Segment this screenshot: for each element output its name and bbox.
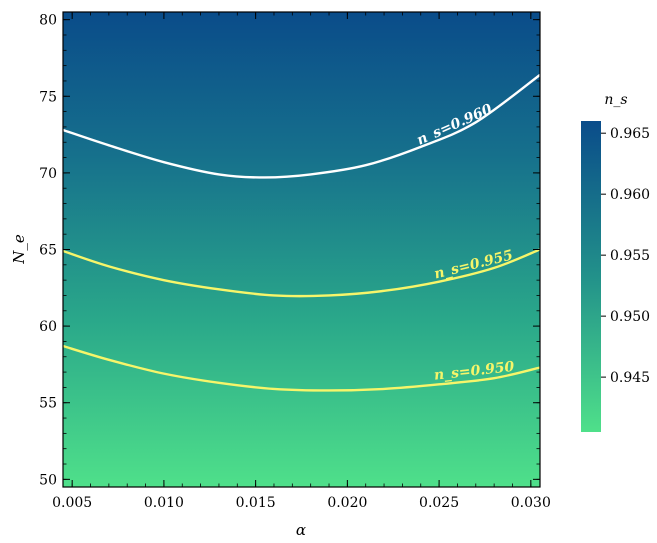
x-tick-label: 0.010 — [144, 495, 184, 511]
x-tick-label: 0.005 — [52, 495, 92, 511]
y-tick-label: 65 — [39, 243, 57, 259]
colorbar — [581, 121, 601, 432]
x-tick-label: 0.030 — [511, 495, 551, 511]
y-axis: 50 55 60 65 70 75 80 — [39, 13, 540, 488]
colorbar-tick-label: 0.960 — [610, 187, 650, 203]
x-tick-label: 0.020 — [327, 495, 367, 511]
y-tick-label: 70 — [39, 166, 57, 182]
colorbar-tick-label: 0.950 — [610, 309, 650, 325]
contour-line-2 — [63, 344, 540, 392]
y-tick-label: 75 — [39, 89, 57, 105]
y-tick-label: 60 — [39, 319, 57, 335]
x-axis-label: α — [296, 521, 306, 539]
y-tick-label: 55 — [39, 396, 57, 412]
colorbar-label: n_s — [604, 92, 627, 108]
x-tick-label: 0.015 — [236, 495, 276, 511]
contour-line-0 — [63, 73, 540, 179]
contour-line-1 — [63, 248, 540, 298]
contour-layer — [63, 73, 540, 392]
y-tick-label: 80 — [39, 13, 57, 29]
x-tick-label: 0.025 — [419, 495, 459, 511]
heatmap-field — [63, 12, 540, 487]
colorbar-tick-label: 0.965 — [610, 126, 650, 142]
y-axis-label: N_e — [10, 234, 28, 265]
colorbar-tick-label: 0.955 — [610, 248, 650, 264]
x-axis: 0.005 0.010 0.015 0.020 0.025 0.030 — [52, 12, 551, 511]
colorbar-tick-label: 0.945 — [610, 370, 650, 386]
y-tick-label: 50 — [39, 472, 57, 488]
colorbar-axis: 0.945 0.950 0.955 0.960 0.965 — [601, 126, 650, 386]
